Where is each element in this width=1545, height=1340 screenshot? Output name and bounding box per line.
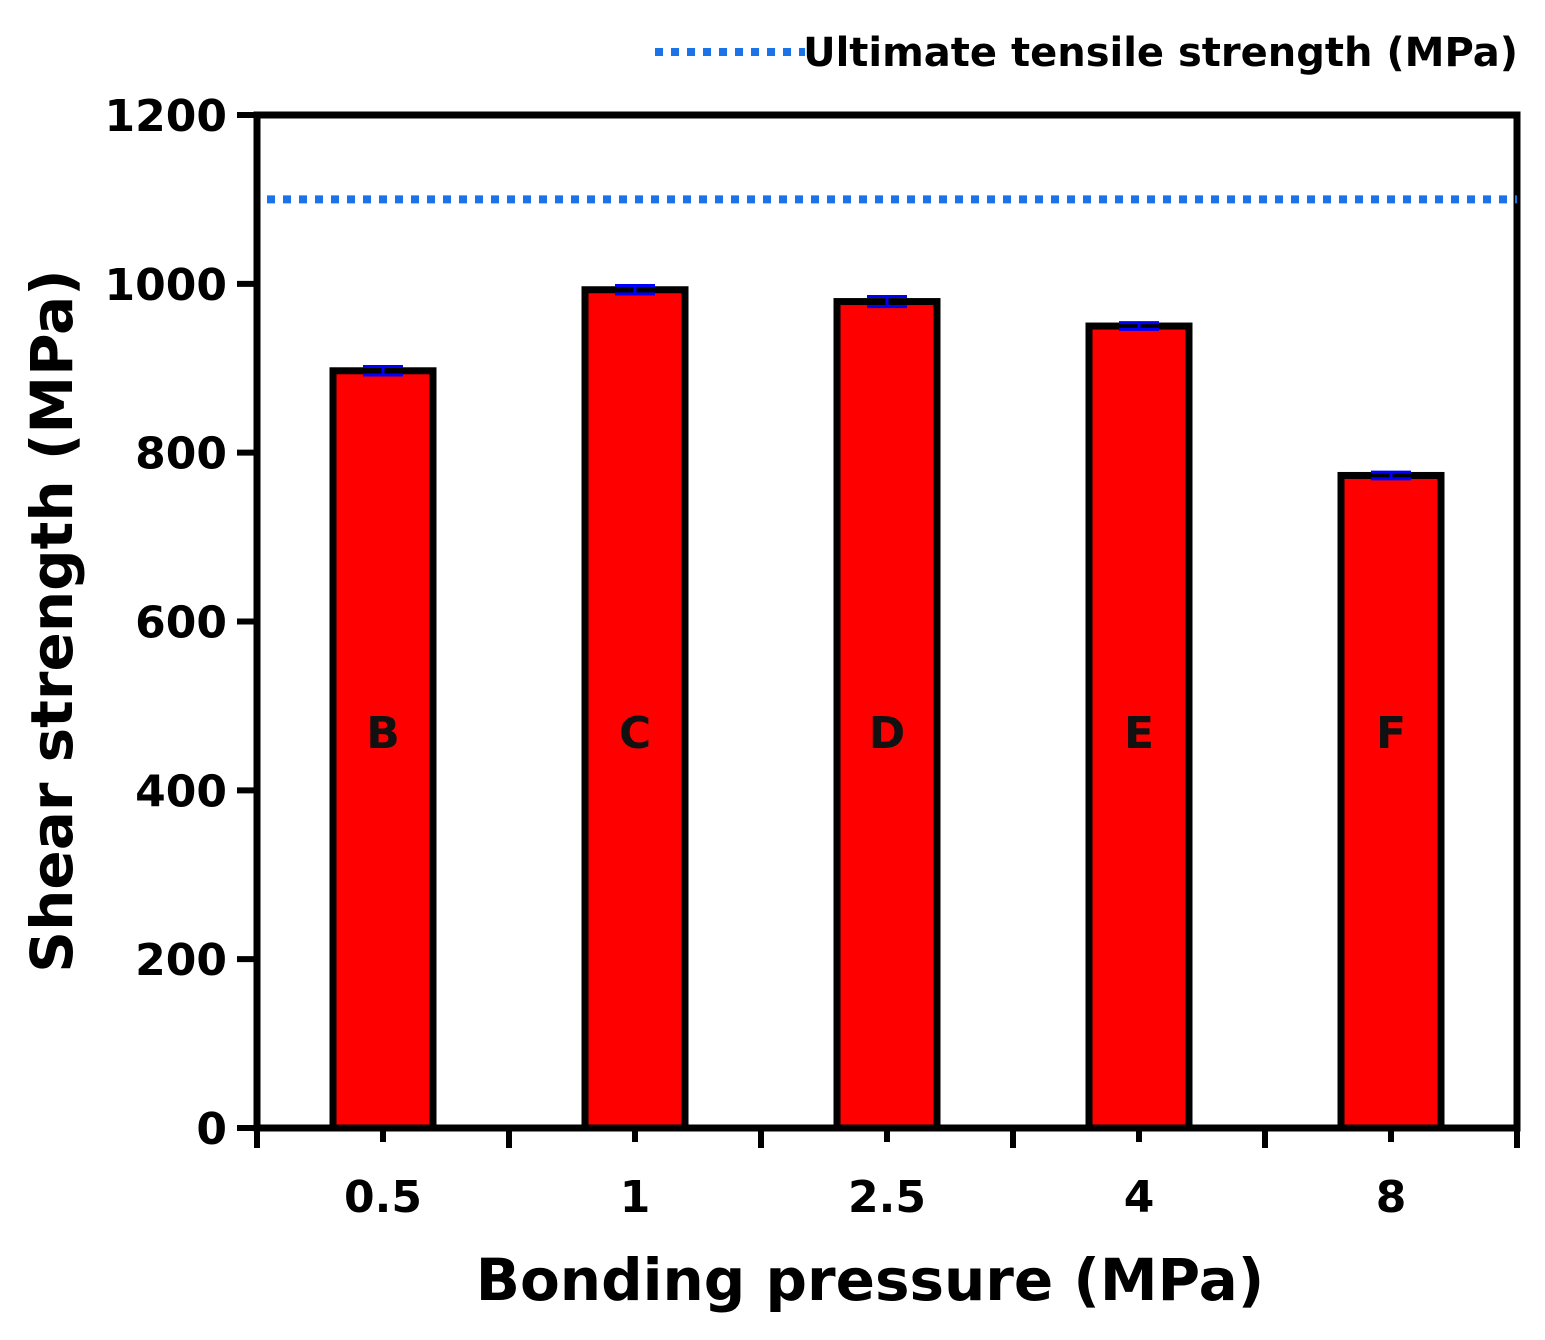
bars-layer: B C D E F [329,284,1445,1132]
bar-label-B: B [366,708,400,759]
y-tick-label-600: 600 [135,598,227,649]
bar-4 [1085,322,1193,1132]
legend-reference-line-label: Ultimate tensile strength (MPa) [803,30,1518,76]
y-tick-label-1000: 1000 [105,260,227,311]
y-tick-label-0: 0 [196,1104,227,1155]
bar-label-C: C [619,708,651,759]
x-tick-label-8: 8 [1376,1172,1407,1223]
y-tick-label-800: 800 [135,429,227,480]
y-tick-label-1200: 1200 [105,91,227,142]
bar-label-D: D [869,708,906,759]
y-tick-label-400: 400 [135,766,227,817]
legend: Ultimate tensile strength (MPa) [655,30,1518,76]
y-axis: 0 200 400 600 800 1000 1200 [105,91,257,1155]
bar-8 [1337,471,1445,1132]
x-tick-label-0.5: 0.5 [344,1172,422,1223]
y-tick-label-200: 200 [135,935,227,986]
x-tick-label-1: 1 [620,1172,651,1223]
x-axis-title: Bonding pressure (MPa) [476,1246,1265,1314]
bar-label-F: F [1376,708,1406,759]
x-tick-label-2.5: 2.5 [848,1172,926,1223]
y-axis-title: Shear strength (MPa) [18,269,86,972]
x-axis: 0.5 1 2.5 4 8 [254,1128,1520,1223]
bar-label-E: E [1124,708,1154,759]
x-tick-label-4: 4 [1124,1172,1155,1223]
